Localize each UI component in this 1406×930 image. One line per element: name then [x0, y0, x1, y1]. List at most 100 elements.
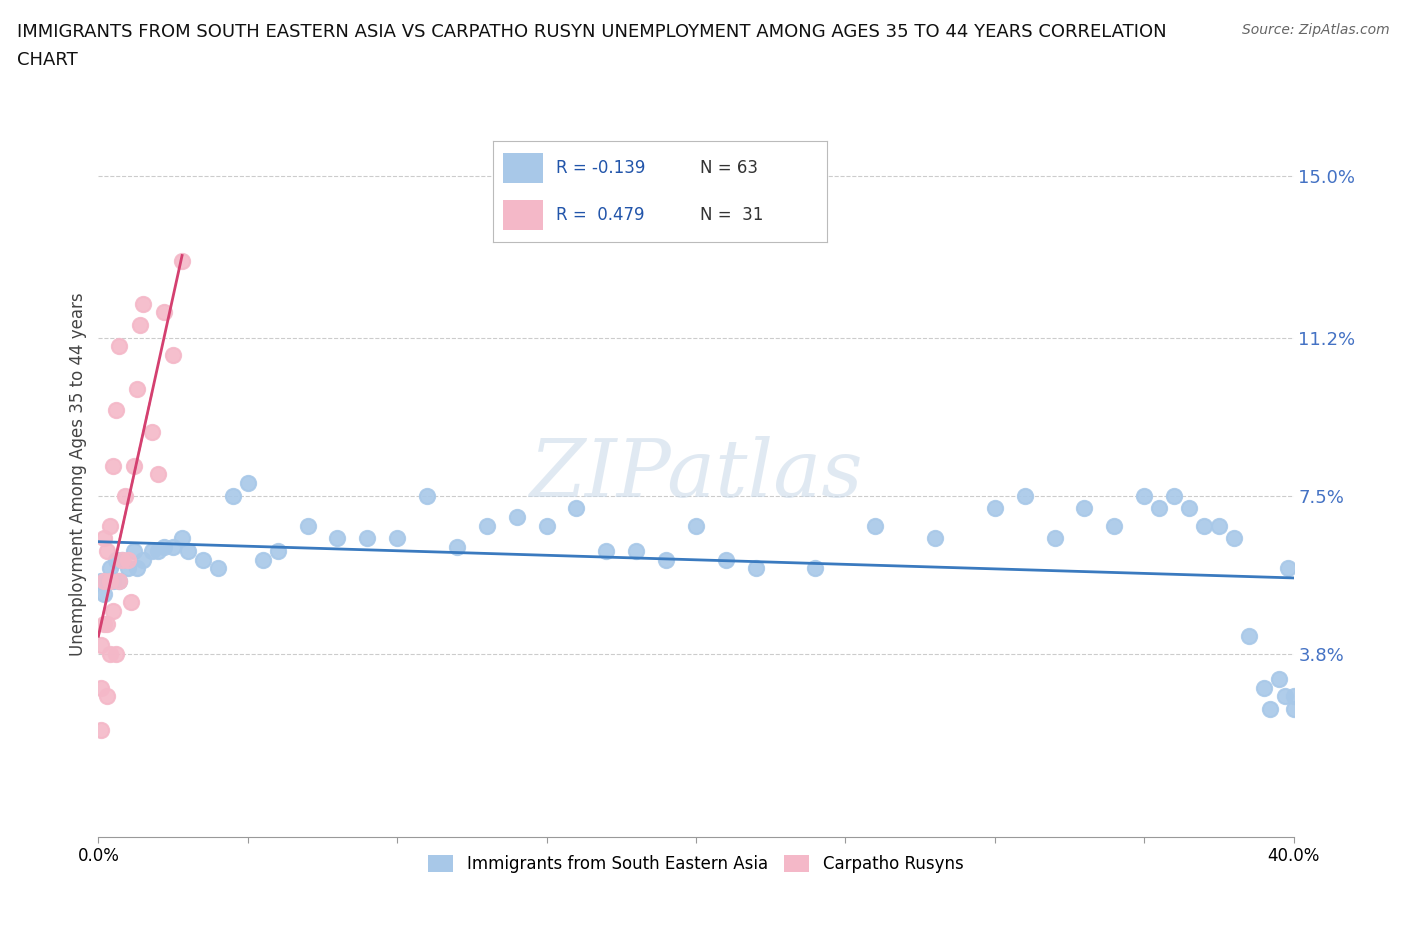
Point — [1258, 701, 1281, 716]
Point — [685, 518, 707, 533]
Point — [103, 458, 125, 473]
Point — [1043, 531, 1066, 546]
Point — [1253, 680, 1275, 695]
Point — [416, 488, 439, 503]
Text: Source: ZipAtlas.com: Source: ZipAtlas.com — [1241, 23, 1389, 37]
Point — [1073, 501, 1095, 516]
Point — [117, 552, 139, 567]
Point — [475, 518, 498, 533]
Point — [745, 561, 768, 576]
Point — [356, 531, 378, 546]
Point — [98, 646, 122, 661]
Point — [103, 574, 125, 589]
Point — [536, 518, 558, 533]
Point — [98, 561, 122, 576]
Point — [1267, 671, 1289, 686]
Text: IMMIGRANTS FROM SOUTH EASTERN ASIA VS CARPATHO RUSYN UNEMPLOYMENT AMONG AGES 35 : IMMIGRANTS FROM SOUTH EASTERN ASIA VS CA… — [17, 23, 1167, 41]
Point — [267, 544, 290, 559]
Point — [222, 488, 245, 503]
Point — [924, 531, 946, 546]
Point — [148, 544, 170, 559]
Point — [162, 348, 184, 363]
Point — [236, 475, 259, 490]
Point — [804, 561, 827, 576]
Point — [595, 544, 617, 559]
Point — [162, 539, 184, 554]
Point — [1163, 488, 1185, 503]
Point — [148, 467, 170, 482]
Point — [127, 381, 149, 396]
Point — [141, 544, 163, 559]
Point — [117, 561, 139, 576]
Point — [1282, 701, 1305, 716]
Text: ZIPatlas: ZIPatlas — [529, 435, 863, 513]
Point — [90, 723, 112, 737]
Point — [1178, 501, 1201, 516]
Y-axis label: Unemployment Among Ages 35 to 44 years: Unemployment Among Ages 35 to 44 years — [69, 293, 87, 656]
Point — [207, 561, 229, 576]
Point — [984, 501, 1007, 516]
Point — [96, 617, 118, 631]
Point — [326, 531, 349, 546]
Point — [1147, 501, 1170, 516]
Point — [385, 531, 409, 546]
Point — [127, 561, 149, 576]
Point — [446, 539, 468, 554]
Point — [655, 552, 678, 567]
Point — [105, 403, 128, 418]
Point — [93, 531, 115, 546]
Point — [1277, 561, 1299, 576]
Point — [93, 586, 115, 601]
Point — [90, 638, 112, 653]
Point — [108, 574, 131, 589]
Point — [105, 646, 128, 661]
Point — [129, 317, 152, 332]
Point — [1274, 689, 1296, 704]
Point — [96, 574, 118, 589]
Point — [153, 539, 176, 554]
Point — [124, 544, 146, 559]
Point — [103, 604, 125, 618]
Point — [114, 488, 136, 503]
Point — [98, 574, 122, 589]
Point — [1223, 531, 1246, 546]
Point — [124, 458, 146, 473]
Point — [252, 552, 274, 567]
Point — [108, 574, 131, 589]
Point — [191, 552, 214, 567]
Point — [111, 552, 134, 567]
Point — [172, 254, 194, 269]
Point — [297, 518, 319, 533]
Point — [172, 531, 194, 546]
Point — [98, 518, 122, 533]
Point — [108, 339, 131, 353]
Point — [714, 552, 737, 567]
Point — [1237, 629, 1260, 644]
Point — [93, 574, 115, 589]
Point — [1014, 488, 1036, 503]
Point — [153, 305, 176, 320]
Point — [565, 501, 588, 516]
Text: CHART: CHART — [17, 51, 77, 69]
Point — [865, 518, 887, 533]
Point — [141, 424, 163, 439]
Point — [120, 595, 142, 610]
Point — [1192, 518, 1215, 533]
Point — [90, 574, 112, 589]
Point — [132, 552, 155, 567]
Point — [96, 689, 118, 704]
Point — [90, 680, 112, 695]
Point — [506, 510, 529, 525]
Point — [93, 617, 115, 631]
Point — [1208, 518, 1230, 533]
Point — [96, 544, 118, 559]
Point — [626, 544, 648, 559]
Point — [111, 552, 134, 567]
Legend: Immigrants from South Eastern Asia, Carpatho Rusyns: Immigrants from South Eastern Asia, Carp… — [422, 848, 970, 880]
Point — [1282, 689, 1305, 704]
Point — [1104, 518, 1126, 533]
Point — [132, 296, 155, 311]
Point — [1133, 488, 1156, 503]
Point — [105, 552, 128, 567]
Point — [177, 544, 200, 559]
